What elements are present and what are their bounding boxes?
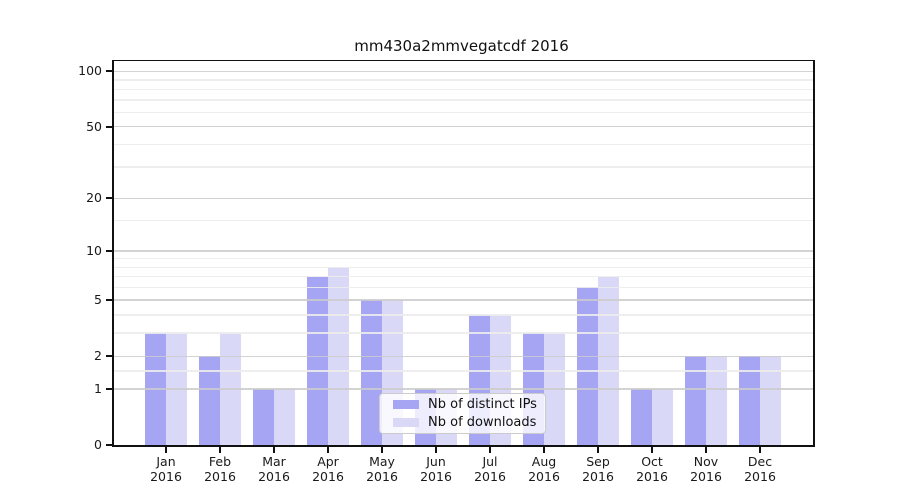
y-tick-mark bbox=[106, 355, 112, 357]
minor-gridline bbox=[114, 99, 813, 101]
bar-distinct-ips bbox=[631, 388, 652, 445]
bar-distinct-ips bbox=[739, 356, 760, 445]
y-axis-tick-label: 1 bbox=[94, 380, 102, 396]
bar-downloads bbox=[706, 356, 727, 445]
major-gridline bbox=[114, 250, 813, 252]
major-gridline bbox=[114, 388, 813, 390]
y-tick-mark bbox=[106, 298, 112, 301]
x-axis-tick-label: Dec 2016 bbox=[744, 454, 776, 484]
minor-gridline bbox=[114, 111, 813, 113]
legend-swatch-distinct-ips bbox=[393, 400, 419, 409]
x-tick-mark bbox=[489, 447, 491, 453]
x-axis-tick-label: Jun 2016 bbox=[420, 454, 452, 484]
x-axis-tick-label: Mar 2016 bbox=[258, 454, 290, 484]
legend-label-distinct-ips: Nb of distinct IPs bbox=[428, 397, 537, 412]
minor-gridline bbox=[114, 332, 813, 334]
x-tick-mark bbox=[327, 447, 329, 453]
minor-gridline bbox=[114, 143, 813, 146]
x-tick-mark bbox=[219, 447, 221, 453]
x-axis-tick-label: May 2016 bbox=[366, 454, 398, 484]
legend: Nb of distinct IPs Nb of downloads bbox=[379, 393, 546, 434]
bar-distinct-ips bbox=[253, 388, 274, 445]
bar-distinct-ips bbox=[199, 356, 220, 445]
legend-entry-downloads: Nb of downloads bbox=[380, 415, 545, 430]
minor-gridline bbox=[114, 257, 813, 260]
minor-gridline bbox=[114, 370, 813, 372]
x-tick-mark bbox=[651, 447, 653, 453]
bar-downloads bbox=[652, 388, 673, 445]
y-axis-tick-label: 10 bbox=[86, 242, 102, 258]
y-tick-mark bbox=[106, 249, 112, 252]
x-axis-tick-label: Aug 2016 bbox=[528, 454, 560, 484]
x-tick-mark bbox=[273, 447, 275, 453]
x-axis-tick-label: Feb 2016 bbox=[204, 454, 236, 484]
x-axis-tick-label: Apr 2016 bbox=[312, 454, 344, 484]
y-tick-mark bbox=[106, 444, 112, 446]
bar-distinct-ips bbox=[307, 276, 328, 445]
major-gridline bbox=[114, 126, 813, 128]
minor-gridline bbox=[114, 166, 813, 168]
major-gridline bbox=[114, 70, 813, 73]
y-axis-tick-label: 5 bbox=[94, 291, 102, 307]
x-tick-mark bbox=[165, 447, 167, 453]
x-tick-mark bbox=[435, 447, 437, 453]
y-axis-tick-label: 100 bbox=[78, 63, 102, 79]
y-tick-mark bbox=[106, 197, 112, 200]
minor-gridline bbox=[114, 314, 813, 316]
y-axis-tick-label: 20 bbox=[86, 190, 102, 206]
legend-entry-distinct-ips: Nb of distinct IPs bbox=[380, 397, 545, 412]
minor-gridline bbox=[114, 276, 813, 278]
x-tick-mark bbox=[543, 447, 545, 453]
legend-label-downloads: Nb of downloads bbox=[428, 415, 537, 430]
bar-distinct-ips bbox=[361, 299, 382, 445]
x-axis-tick-label: Jan 2016 bbox=[150, 454, 182, 484]
x-tick-mark bbox=[705, 447, 707, 453]
y-axis-tick-label: 0 bbox=[94, 437, 102, 452]
x-axis-tick-label: Oct 2016 bbox=[636, 454, 668, 484]
bar-distinct-ips bbox=[685, 356, 706, 445]
chart-title: mm430a2mmvegatcdf 2016 bbox=[354, 37, 569, 55]
minor-gridline bbox=[114, 266, 813, 268]
y-tick-mark bbox=[106, 387, 112, 390]
minor-gridline bbox=[114, 88, 813, 90]
y-axis-tick-label: 2 bbox=[94, 348, 102, 363]
bar-downloads bbox=[598, 276, 619, 445]
y-tick-mark bbox=[106, 70, 112, 73]
major-gridline bbox=[114, 197, 813, 200]
minor-gridline bbox=[114, 219, 813, 222]
major-gridline bbox=[114, 299, 813, 301]
plot-area: 0 1 2 5 10 20 50 100 Jan 2016 Feb 2016 Mar 2016 Apr… bbox=[78, 60, 815, 484]
y-axis-tick-label: 50 bbox=[86, 118, 102, 134]
y-tick-mark bbox=[106, 125, 112, 128]
bar-downloads bbox=[760, 356, 781, 445]
major-gridline bbox=[114, 355, 813, 357]
x-tick-mark bbox=[597, 447, 599, 453]
bar-distinct-ips bbox=[577, 287, 598, 445]
minor-gridline bbox=[114, 79, 813, 81]
x-tick-mark bbox=[759, 447, 761, 453]
x-tick-mark bbox=[381, 447, 383, 453]
minor-gridline bbox=[114, 286, 813, 289]
legend-swatch-downloads bbox=[393, 418, 419, 427]
bar-downloads bbox=[274, 388, 295, 445]
x-axis-tick-label: Sep 2016 bbox=[582, 454, 614, 484]
x-axis-tick-label: Nov 2016 bbox=[690, 454, 722, 484]
x-axis-tick-label: Jul 2016 bbox=[474, 454, 506, 484]
